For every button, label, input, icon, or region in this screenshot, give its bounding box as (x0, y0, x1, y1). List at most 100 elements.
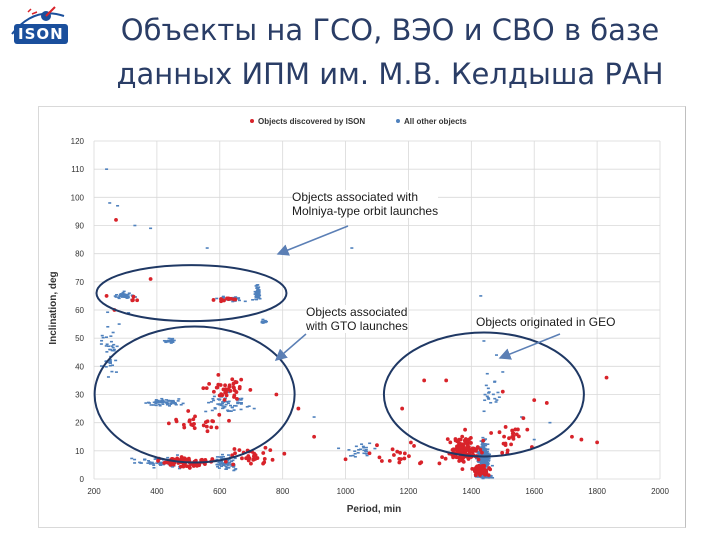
other-object-point (480, 458, 484, 461)
other-object-point (485, 463, 489, 466)
other-object-point (123, 296, 127, 299)
other-object-point (494, 354, 498, 356)
ison-object-point (532, 398, 537, 403)
other-object-point (481, 442, 485, 445)
other-object-point (480, 476, 484, 479)
other-object-point (226, 459, 230, 462)
y-tick-label: 60 (75, 306, 84, 315)
other-object-point (111, 346, 115, 349)
other-object-point (230, 460, 234, 463)
other-object-point (153, 458, 157, 460)
ison-object-point (233, 379, 238, 384)
other-object-point (101, 336, 105, 339)
other-object-point (233, 457, 237, 460)
other-object-point (482, 451, 486, 454)
other-object-point (488, 453, 492, 456)
slide-title-line-1: Объекты на ГСО, ВЭО и СВО в базе (120, 13, 660, 47)
other-object-point (171, 466, 175, 468)
other-object-point (257, 293, 261, 296)
other-object-point (112, 343, 116, 346)
ison-object-point (478, 447, 483, 452)
ison-object-point (199, 458, 204, 463)
y-tick-label: 20 (75, 419, 84, 428)
ison-object-point (312, 434, 317, 439)
other-object-point (124, 294, 128, 296)
other-object-point (548, 421, 552, 424)
other-object-point (172, 401, 176, 404)
ison-object-point (377, 455, 382, 460)
chart-frame (38, 106, 686, 528)
other-object-point (234, 296, 238, 298)
other-object-point (154, 400, 158, 403)
annotation-gto-line-2: with GTO launches (306, 319, 408, 333)
ison-object-point (231, 462, 236, 467)
other-object-point (119, 295, 123, 298)
legend-ison-label: Objects discovered by ISON (258, 117, 365, 126)
annotation-gto: Objects associated with GTO launches (306, 305, 408, 333)
other-object-point (169, 340, 173, 342)
y-tick-label: 0 (80, 475, 85, 484)
ison-object-point (402, 456, 407, 461)
ison-object-point (130, 298, 135, 303)
x-tick-label: 1400 (462, 487, 480, 496)
other-object-point (478, 463, 482, 466)
ison-object-point (232, 447, 237, 451)
other-object-point (215, 463, 219, 466)
other-object-point (169, 403, 173, 405)
annotation-gto-line-1: Objects associated (306, 305, 408, 319)
other-object-point (361, 445, 365, 448)
ison-object-point (192, 422, 196, 426)
ison-object-point (456, 450, 460, 455)
other-object-point (148, 402, 152, 404)
other-object-point (110, 349, 114, 352)
ison-object-point (397, 460, 402, 465)
ison-object-point (595, 440, 600, 445)
other-object-point (139, 462, 143, 464)
other-object-point (215, 458, 219, 461)
other-object-point (497, 396, 501, 398)
y-tick-label: 100 (71, 193, 85, 202)
other-object-point (171, 341, 175, 344)
y-tick-label: 40 (75, 362, 84, 371)
other-object-point (227, 458, 231, 461)
ison-object-point (516, 427, 520, 432)
annotation-molniya-line-1: Objects associated with (292, 190, 419, 204)
other-object-point (126, 294, 130, 296)
other-object-point (209, 401, 213, 403)
other-object-point (256, 289, 260, 292)
other-object-point (158, 463, 162, 466)
other-object-point (105, 351, 109, 353)
other-object-point (218, 462, 222, 465)
ison-object-point (503, 441, 508, 446)
other-object-point (365, 450, 369, 453)
other-object-point (216, 403, 220, 405)
other-object-point (225, 466, 229, 469)
ison-object-point (261, 451, 266, 455)
other-object-point (215, 456, 219, 458)
other-object-point (207, 401, 211, 404)
other-object-point (481, 454, 485, 456)
ison-object-point (477, 466, 481, 471)
ison-object-point (248, 388, 253, 392)
other-object-point (252, 407, 256, 410)
other-object-point (230, 465, 234, 467)
other-object-point (254, 293, 258, 295)
other-object-point (485, 459, 489, 461)
ison-object-point (395, 449, 400, 454)
other-object-point (175, 454, 179, 456)
annotation-molniya-line-2: Molniya-type orbit launches (292, 204, 439, 218)
ison-object-point (480, 450, 484, 455)
y-tick-label: 110 (71, 165, 84, 174)
other-object-point (485, 372, 489, 375)
ison-object-point (444, 378, 449, 383)
other-object-point (487, 459, 491, 461)
other-object-point (156, 399, 160, 402)
ison-object-point (239, 377, 244, 382)
ison-object-point (187, 419, 192, 424)
other-object-point (172, 339, 176, 342)
ison-object-point (274, 392, 279, 397)
gto-ellipse (93, 325, 296, 464)
other-object-point (106, 376, 110, 378)
other-object-point (494, 401, 498, 403)
ison-object-point (216, 372, 221, 377)
